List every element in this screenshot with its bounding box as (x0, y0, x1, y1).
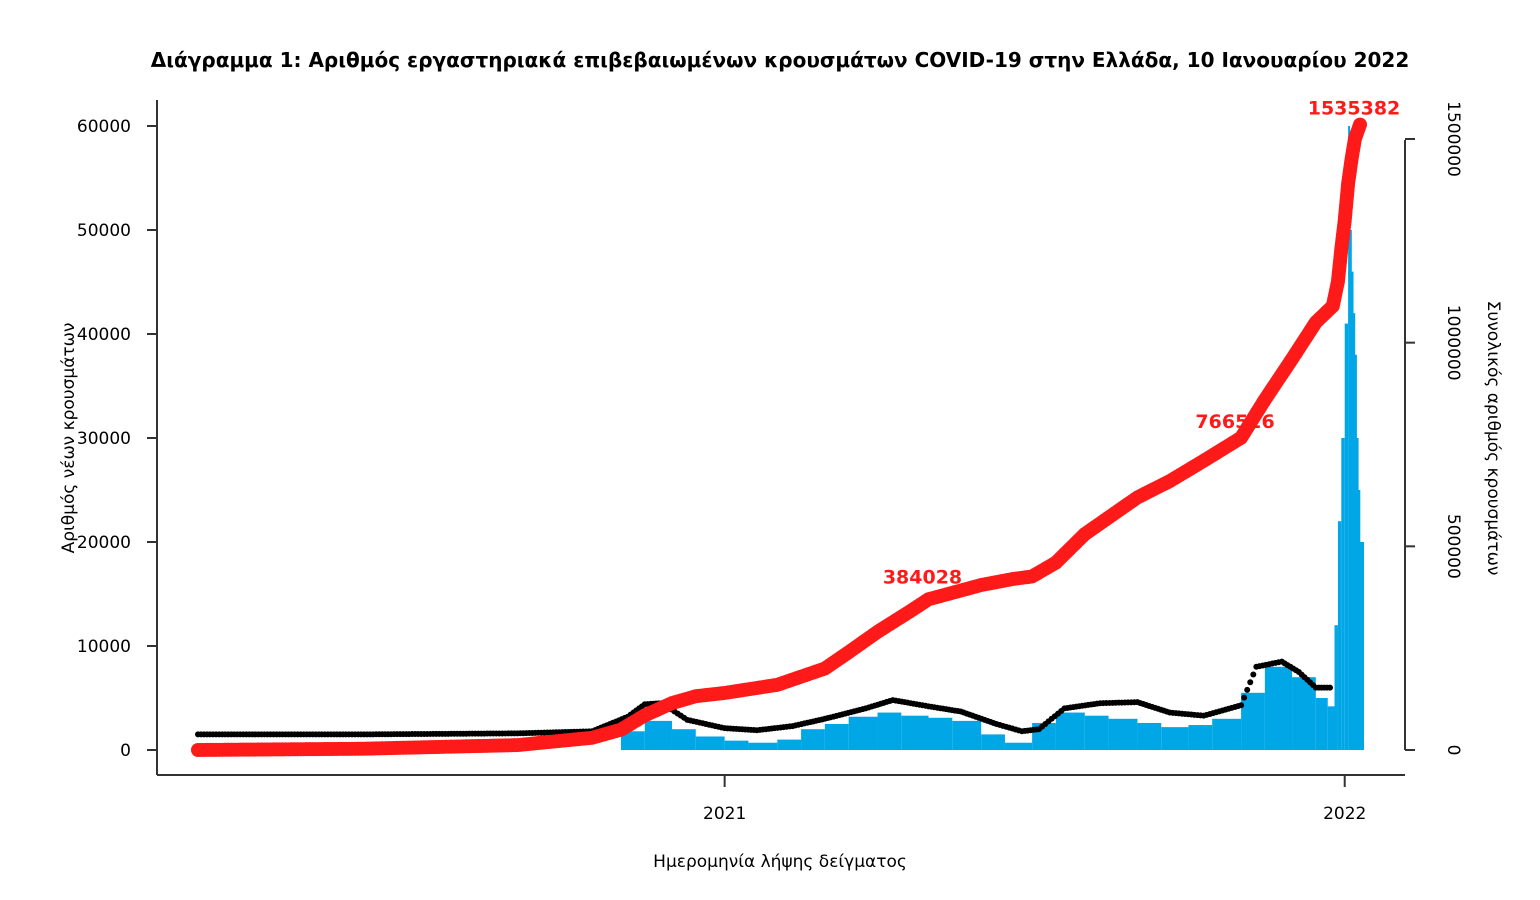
y-axis-label-left: Αριθμός νέων κρουσμάτων (59, 323, 79, 554)
left-axis-ticks: 0 10000 20000 30000 40000 50000 60000 (77, 117, 157, 761)
cumulative-annotation: 1535382 (1308, 98, 1401, 120)
cumulative-dot-group (191, 117, 1367, 757)
daily-bar (1188, 725, 1213, 750)
x-axis-label: Ημερομηνία λήψης δείγματος (653, 852, 907, 872)
daily-bar (1353, 313, 1356, 750)
daily-bar (981, 734, 1005, 750)
daily-bar (1315, 698, 1328, 750)
daily-bar (1292, 677, 1316, 750)
mean-dot (1238, 702, 1245, 709)
left-tick-label: 40000 (77, 325, 131, 345)
mean-dot (1241, 694, 1248, 701)
daily-bar (1360, 542, 1364, 750)
daily-bar (1241, 692, 1265, 750)
daily-bar (1055, 712, 1085, 750)
right-tick-label: 1500000 (1443, 101, 1463, 177)
x-tick-label: 2022 (1323, 804, 1366, 824)
daily-bar (1351, 271, 1354, 750)
daily-bar (952, 720, 982, 750)
chart-title: Διάγραμμα 1: Αριθμός εργαστηριακά επιβεβ… (151, 48, 1410, 72)
daily-bar (777, 739, 802, 750)
daily-bar (1212, 718, 1242, 750)
daily-bar (1264, 666, 1293, 750)
daily-bar (1327, 706, 1335, 750)
daily-bar (1348, 126, 1351, 750)
left-tick-label: 60000 (77, 117, 131, 137)
left-tick-label: 0 (120, 741, 131, 761)
daily-bar (724, 740, 749, 750)
daily-bar (1337, 521, 1342, 750)
daily-bar (1137, 722, 1162, 750)
right-axis-ticks: 0 500000 1000000 1500000 (1405, 101, 1463, 755)
daily-bar (1354, 354, 1357, 750)
daily-bar (848, 716, 878, 750)
annotation-group: 384028 766526 1535382 (883, 98, 1400, 589)
x-tick-label: 2021 (703, 804, 746, 824)
daily-bar (1334, 625, 1338, 750)
daily-bar (671, 729, 696, 750)
daily-bar (1161, 727, 1189, 750)
cumulative-annotation: 766526 (1195, 411, 1274, 433)
daily-bar (877, 712, 902, 750)
daily-bar (1356, 438, 1359, 750)
daily-bar (1349, 230, 1352, 750)
daily-bar (901, 715, 929, 750)
daily-bar (621, 731, 645, 750)
daily-bar (1341, 438, 1345, 750)
mean-dot (1244, 686, 1251, 693)
daily-bar (1344, 323, 1349, 750)
daily-bar (1084, 715, 1109, 750)
mean-dot (1250, 671, 1257, 678)
daily-bar (748, 742, 778, 750)
daily-bar (824, 724, 849, 750)
right-tick-label: 0 (1443, 745, 1463, 756)
left-tick-label: 20000 (77, 533, 131, 553)
right-tick-label: 1000000 (1443, 305, 1463, 381)
mean-dot-group (195, 658, 1333, 738)
cumulative-annotation: 384028 (883, 567, 962, 589)
daily-bar (1358, 490, 1361, 750)
daily-bar (1108, 718, 1138, 750)
daily-bar (928, 717, 953, 750)
mean-dot (1326, 684, 1333, 691)
daily-bar (1004, 742, 1033, 750)
right-tick-label: 500000 (1443, 514, 1463, 579)
daily-bar (644, 720, 672, 750)
bar-group (621, 126, 1364, 750)
left-tick-label: 30000 (77, 429, 131, 449)
mean-dot (1247, 679, 1254, 686)
y-axis-label-right: Συνολικός αριθμός κρουσμάτων (1483, 301, 1503, 576)
daily-bar (801, 729, 825, 750)
daily-bar (695, 736, 725, 750)
left-tick-label: 50000 (77, 221, 131, 241)
left-tick-label: 10000 (77, 637, 131, 657)
cumulative-dot (1353, 117, 1367, 132)
x-axis-ticks: 2021 2022 (703, 775, 1366, 824)
